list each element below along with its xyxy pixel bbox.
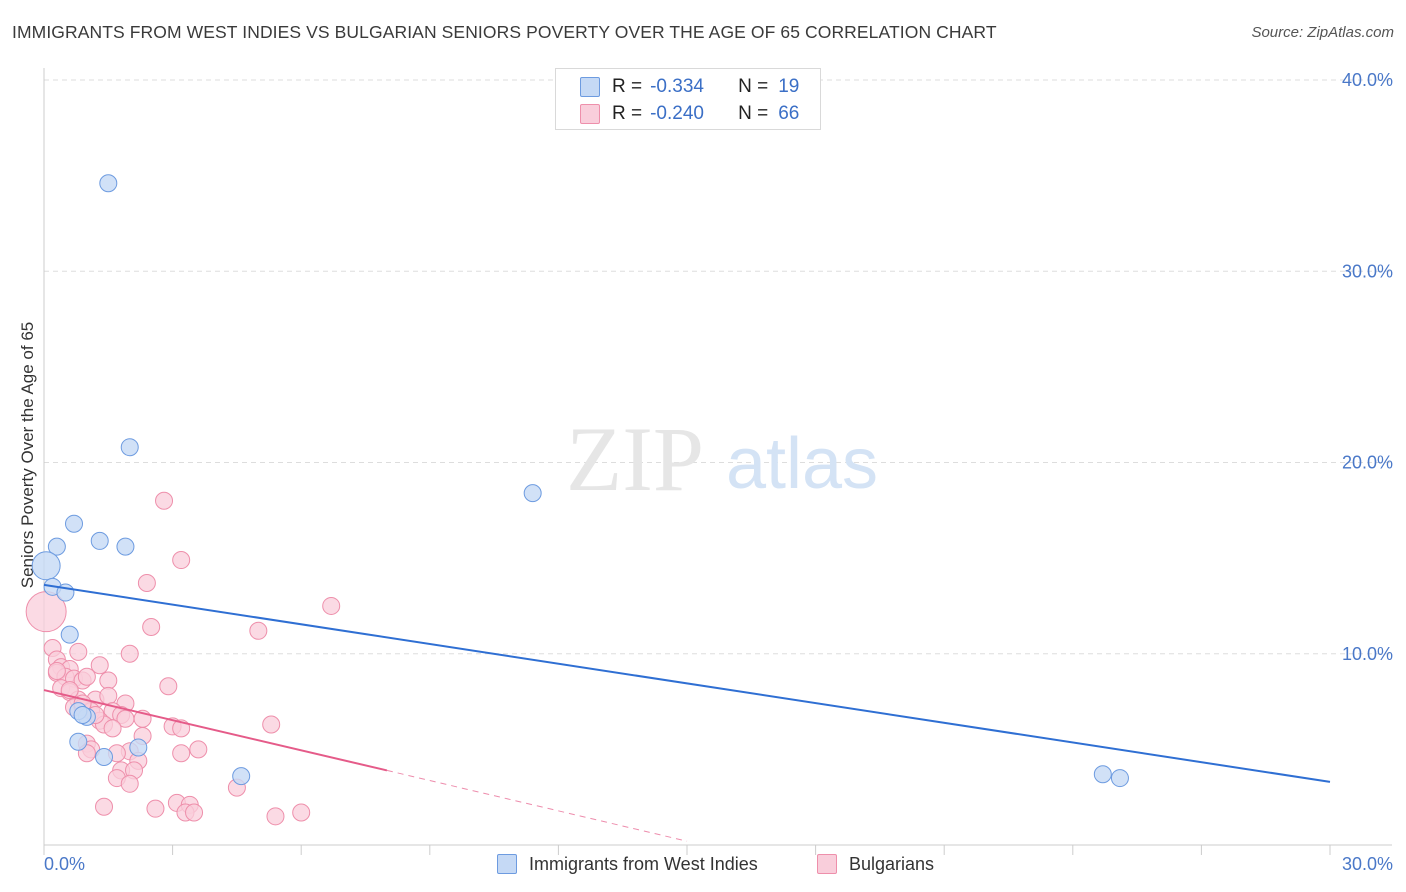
legend-label: Immigrants from West Indies xyxy=(529,853,758,874)
legend-swatch-blue xyxy=(497,854,517,874)
data-point-bulgarians xyxy=(266,807,285,826)
data-point-bulgarians xyxy=(103,719,122,738)
data-point-west-indies xyxy=(523,484,542,503)
data-point-bulgarians xyxy=(99,686,118,705)
y-tick-label: 10.0% xyxy=(1342,644,1393,664)
y-tick-label: 20.0% xyxy=(1342,453,1393,473)
watermark-atlas: atlas xyxy=(726,424,878,504)
data-point-bulgarians xyxy=(262,715,281,734)
y-tick-label: 40.0% xyxy=(1342,70,1393,90)
series-west-indies xyxy=(31,174,1129,788)
data-point-bulgarians xyxy=(172,744,191,763)
axes xyxy=(43,68,1392,855)
correlation-legend: R = -0.334 N = 19 R = -0.240 N = 66 xyxy=(555,68,821,130)
data-point-bulgarians xyxy=(120,774,139,793)
watermark-zip: ZIP xyxy=(566,408,704,510)
data-point-bulgarians xyxy=(137,573,156,592)
data-point-bulgarians xyxy=(322,596,341,615)
data-point-west-indies xyxy=(60,625,79,644)
data-point-bulgarians xyxy=(99,671,118,690)
data-point-bulgarians xyxy=(189,740,208,759)
data-point-west-indies xyxy=(120,438,139,457)
grid-lines xyxy=(44,79,1392,655)
legend-r-label: R = xyxy=(612,103,643,124)
data-point-west-indies xyxy=(47,537,66,556)
legend-n-value: 19 xyxy=(778,76,800,97)
x-tick-label: 30.0% xyxy=(1342,854,1393,874)
trend-lines xyxy=(43,583,1331,842)
legend-n-label: N = xyxy=(738,76,769,97)
x-tick-label: 0.0% xyxy=(44,854,85,874)
chart-title: IMMIGRANTS FROM WEST INDIES VS BULGARIAN… xyxy=(12,22,997,42)
data-point-west-indies xyxy=(99,174,118,193)
data-point-west-indies xyxy=(1110,769,1129,788)
trend-line-bulgarians xyxy=(43,689,388,772)
data-point-bulgarians xyxy=(120,644,139,663)
data-point-bulgarians xyxy=(146,799,165,818)
trend-line-bulgarians-extension xyxy=(386,769,688,842)
legend-swatch-pink xyxy=(580,104,600,124)
data-point-bulgarians xyxy=(172,551,191,570)
data-point-west-indies xyxy=(73,705,92,724)
data-point-west-indies xyxy=(1093,765,1112,784)
data-point-west-indies xyxy=(65,514,84,533)
data-point-bulgarians xyxy=(69,642,88,661)
y-tick-label: 30.0% xyxy=(1342,261,1393,281)
data-point-bulgarians xyxy=(142,617,161,636)
data-point-bulgarians xyxy=(155,491,174,510)
data-point-bulgarians xyxy=(77,667,96,686)
data-point-bulgarians xyxy=(249,621,268,640)
series-bulgarians xyxy=(25,491,341,826)
tick-labels: 10.0% 20.0% 30.0% 40.0% 0.0% 30.0% xyxy=(44,70,1393,874)
legend-n-label: N = xyxy=(738,103,769,124)
legend-item-west-indies: Immigrants from West Indies xyxy=(497,852,758,876)
data-point-west-indies xyxy=(95,748,114,767)
legend-row-west-indies: R = -0.334 N = 19 xyxy=(580,75,799,99)
data-point-west-indies xyxy=(232,767,251,786)
data-point-west-indies xyxy=(116,537,135,556)
legend-r-label: R = xyxy=(612,76,643,97)
data-point-bulgarians xyxy=(185,803,204,822)
legend-item-bulgarians: Bulgarians xyxy=(817,852,934,876)
data-point-bulgarians xyxy=(95,797,114,816)
trend-line-west-indies xyxy=(43,583,1331,783)
legend-r-value: -0.240 xyxy=(650,103,704,124)
data-point-bulgarians xyxy=(47,661,66,680)
data-point-bulgarians xyxy=(90,656,109,675)
legend-swatch-blue xyxy=(580,77,600,97)
legend-n-value: 66 xyxy=(778,103,800,124)
data-point-bulgarians xyxy=(292,803,311,822)
legend-swatch-pink xyxy=(817,854,837,874)
data-point-west-indies xyxy=(69,732,88,751)
source-label: Source: ZipAtlas.com xyxy=(1251,24,1394,41)
data-point-west-indies xyxy=(31,551,61,581)
data-point-bulgarians xyxy=(159,677,178,696)
legend-r-value: -0.334 xyxy=(650,76,704,97)
data-point-west-indies xyxy=(129,738,148,757)
legend-label: Bulgarians xyxy=(849,853,935,874)
legend-row-bulgarians: R = -0.240 N = 66 xyxy=(580,102,799,126)
data-point-west-indies xyxy=(90,531,109,550)
